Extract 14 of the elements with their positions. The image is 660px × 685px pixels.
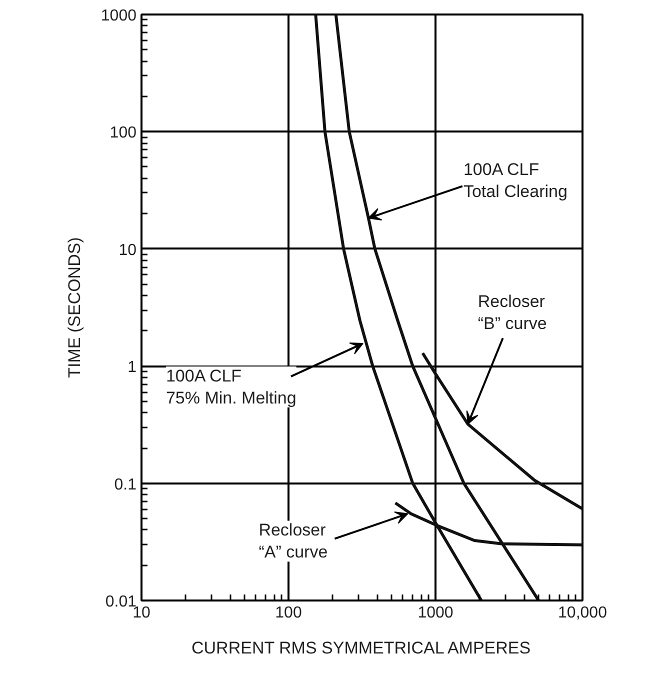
x-axis-title: CURRENT RMS SYMMETRICAL AMPERES bbox=[192, 638, 531, 658]
annotation: 100A CLF 75% Min. Melting bbox=[166, 366, 296, 408]
y-tick-label: 1000 bbox=[100, 8, 137, 24]
y-tick-label: 1 bbox=[128, 359, 137, 376]
x-tick-label: 10,000 bbox=[558, 604, 608, 622]
y-tick-label: 100 bbox=[110, 124, 137, 142]
x-tick-label: 100 bbox=[275, 604, 302, 622]
y-axis-title: TIME (SECONDS) bbox=[64, 237, 84, 378]
y-tick-label: 10 bbox=[118, 242, 137, 259]
y-tick-label: 0.1 bbox=[114, 476, 137, 494]
x-tick-label: 1000 bbox=[418, 604, 454, 622]
annotation: 100A CLF Total Clearing bbox=[463, 160, 568, 201]
annotation: Recloser “B” curve bbox=[478, 292, 547, 333]
annotation: Recloser “A” curve bbox=[258, 520, 328, 562]
